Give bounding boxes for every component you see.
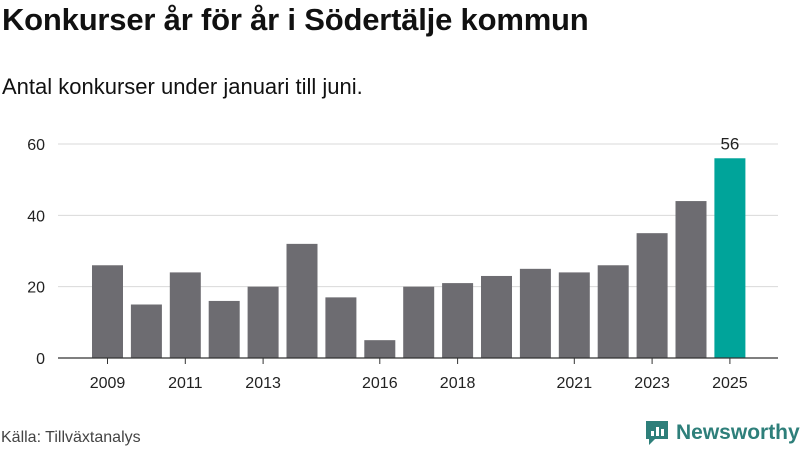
bar-2016: [364, 340, 396, 358]
bar-2015: [325, 297, 357, 358]
y-tick-label: 20: [27, 280, 45, 297]
bar-2009: [92, 265, 123, 358]
x-tick-label: 2018: [440, 375, 476, 392]
source-note: Källa: Tillväxtanalys: [1, 429, 141, 446]
x-tick-label: 2011: [168, 375, 203, 392]
x-tick-label: 2021: [557, 375, 593, 392]
chart-subtitle: Antal konkurser under januari till juni.: [2, 74, 363, 99]
bar-2023: [636, 233, 668, 358]
data-label: 56: [720, 134, 739, 153]
y-tick-label: 40: [27, 208, 45, 225]
bar-2011: [169, 272, 201, 358]
y-tick-label: 0: [36, 351, 45, 368]
bar-2019: [481, 275, 512, 358]
bar-chart: 0 20 40 60 2009 2011 2013 2016 2018 2021 2023 2025…: [27, 134, 778, 392]
newsworthy-logo: Newsworthy: [644, 419, 800, 447]
data-labels: 56: [720, 134, 739, 153]
gridlines: [58, 143, 778, 288]
newsworthy-icon: [646, 421, 668, 445]
bars: [92, 158, 746, 358]
bar-2017: [403, 286, 435, 358]
bar-2021: [558, 272, 590, 358]
x-tick-label: 2023: [634, 375, 670, 392]
bar-2014: [286, 243, 318, 358]
bar-2025: [714, 158, 746, 358]
x-axis-labels: 2009 2011 2013 2016 2018 2021 2023 2025: [90, 375, 748, 392]
x-tick-label: 2025: [712, 375, 748, 392]
bar-2024: [675, 201, 707, 358]
bar-2010: [130, 304, 162, 358]
bar-2012: [208, 300, 240, 358]
bar-2018: [442, 283, 474, 358]
x-axis: [58, 357, 778, 364]
x-tick-label: 2013: [245, 375, 281, 392]
brand-name: Newsworthy: [676, 421, 800, 444]
x-tick-label: 2016: [362, 375, 398, 392]
y-axis-labels: 0 20 40 60: [27, 137, 45, 368]
bar-2020: [519, 268, 551, 358]
x-tick-label: 2009: [90, 375, 126, 392]
bar-2013: [247, 286, 279, 358]
y-tick-label: 60: [27, 137, 45, 154]
chart-title: Konkurser år för år i Södertälje kommun: [2, 2, 589, 37]
bar-2022: [597, 265, 629, 358]
